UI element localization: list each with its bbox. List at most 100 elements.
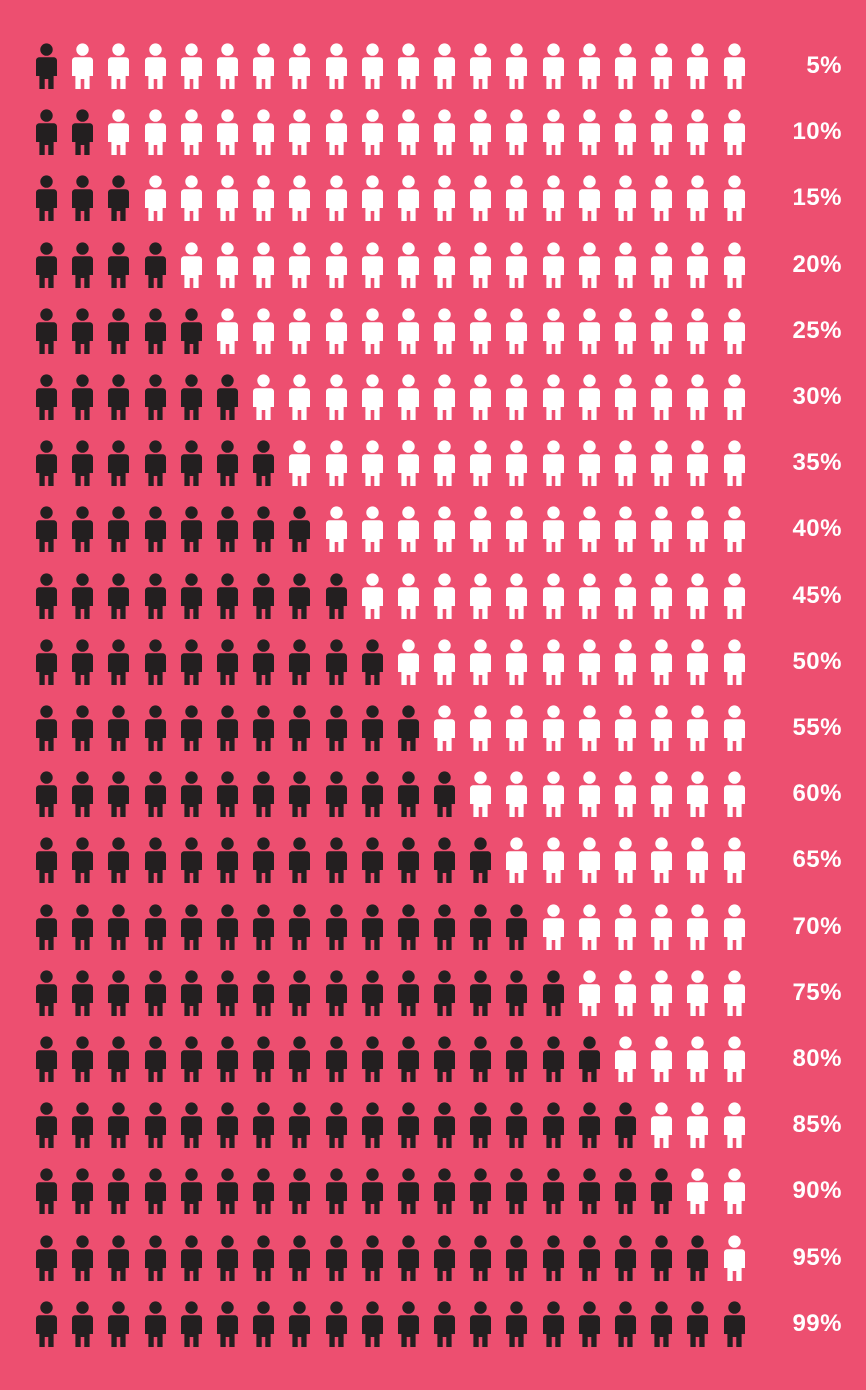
person-icon bbox=[430, 1168, 459, 1214]
person-icon bbox=[32, 1102, 61, 1148]
person-icon bbox=[575, 1235, 604, 1281]
person-icon bbox=[32, 837, 61, 883]
person-icon bbox=[358, 1168, 387, 1214]
person-icon bbox=[68, 440, 97, 486]
person-icon bbox=[358, 837, 387, 883]
person-icon bbox=[575, 837, 604, 883]
person-icon bbox=[647, 308, 676, 354]
person-icon bbox=[611, 308, 640, 354]
person-icon bbox=[358, 970, 387, 1016]
person-icon bbox=[32, 705, 61, 751]
pictogram-row-icons bbox=[32, 440, 749, 486]
pictogram-row-icons bbox=[32, 374, 749, 420]
person-icon bbox=[141, 970, 170, 1016]
pictogram-row-icons bbox=[32, 705, 749, 751]
percent-label: 5% bbox=[749, 52, 848, 80]
person-icon bbox=[647, 440, 676, 486]
person-icon bbox=[32, 175, 61, 221]
person-icon bbox=[502, 705, 531, 751]
person-icon bbox=[611, 1102, 640, 1148]
person-icon bbox=[249, 1036, 278, 1082]
person-icon bbox=[466, 1102, 495, 1148]
person-icon bbox=[647, 573, 676, 619]
person-icon bbox=[430, 904, 459, 950]
person-icon bbox=[285, 506, 314, 552]
person-icon bbox=[213, 109, 242, 155]
person-icon bbox=[539, 1102, 568, 1148]
person-icon bbox=[177, 1102, 206, 1148]
person-icon bbox=[104, 771, 133, 817]
person-icon bbox=[575, 771, 604, 817]
person-icon bbox=[322, 837, 351, 883]
person-icon bbox=[141, 573, 170, 619]
percent-label: 90% bbox=[749, 1177, 848, 1205]
person-icon bbox=[213, 175, 242, 221]
person-icon bbox=[539, 175, 568, 221]
person-icon bbox=[104, 1301, 133, 1347]
pictogram-row: 60% bbox=[32, 768, 848, 820]
person-icon bbox=[575, 109, 604, 155]
person-icon bbox=[322, 705, 351, 751]
person-icon bbox=[104, 1168, 133, 1214]
person-icon bbox=[611, 837, 640, 883]
pictogram-row: 90% bbox=[32, 1165, 848, 1217]
person-icon bbox=[285, 374, 314, 420]
person-icon bbox=[539, 1168, 568, 1214]
person-icon bbox=[466, 705, 495, 751]
person-icon bbox=[720, 705, 749, 751]
person-icon bbox=[683, 506, 712, 552]
person-icon bbox=[502, 1102, 531, 1148]
person-icon bbox=[68, 705, 97, 751]
person-icon bbox=[249, 771, 278, 817]
person-icon bbox=[32, 308, 61, 354]
person-icon bbox=[68, 109, 97, 155]
person-icon bbox=[141, 904, 170, 950]
pictogram-row-icons bbox=[32, 771, 749, 817]
person-icon bbox=[32, 1036, 61, 1082]
person-icon bbox=[213, 506, 242, 552]
person-icon bbox=[720, 374, 749, 420]
person-icon bbox=[575, 639, 604, 685]
person-icon bbox=[575, 242, 604, 288]
pictogram-row-icons bbox=[32, 1036, 749, 1082]
person-icon bbox=[322, 242, 351, 288]
person-icon bbox=[647, 1036, 676, 1082]
person-icon bbox=[322, 1036, 351, 1082]
person-icon bbox=[285, 1301, 314, 1347]
person-icon bbox=[104, 970, 133, 1016]
person-icon bbox=[249, 1235, 278, 1281]
percent-label: 30% bbox=[749, 383, 848, 411]
person-icon bbox=[430, 1102, 459, 1148]
person-icon bbox=[285, 1168, 314, 1214]
person-icon bbox=[611, 1036, 640, 1082]
person-icon bbox=[68, 1301, 97, 1347]
person-icon bbox=[539, 970, 568, 1016]
percent-label: 45% bbox=[749, 582, 848, 610]
person-icon bbox=[720, 1102, 749, 1148]
person-icon bbox=[647, 109, 676, 155]
person-icon bbox=[177, 109, 206, 155]
person-icon bbox=[285, 440, 314, 486]
person-icon bbox=[647, 639, 676, 685]
person-icon bbox=[249, 1102, 278, 1148]
percent-label: 65% bbox=[749, 846, 848, 874]
person-icon bbox=[141, 1168, 170, 1214]
pictogram-row-icons bbox=[32, 904, 749, 950]
person-icon bbox=[683, 175, 712, 221]
pictogram-row-icons bbox=[32, 970, 749, 1016]
pictogram-row-icons bbox=[32, 1235, 749, 1281]
person-icon bbox=[358, 705, 387, 751]
person-icon bbox=[466, 308, 495, 354]
person-icon bbox=[539, 308, 568, 354]
person-icon bbox=[322, 109, 351, 155]
person-icon bbox=[68, 970, 97, 1016]
person-icon bbox=[285, 43, 314, 89]
person-icon bbox=[141, 1102, 170, 1148]
person-icon bbox=[611, 43, 640, 89]
person-icon bbox=[720, 43, 749, 89]
pictogram-row: 5% bbox=[32, 40, 848, 92]
person-icon bbox=[683, 242, 712, 288]
person-icon bbox=[611, 573, 640, 619]
person-icon bbox=[539, 837, 568, 883]
person-icon bbox=[104, 242, 133, 288]
